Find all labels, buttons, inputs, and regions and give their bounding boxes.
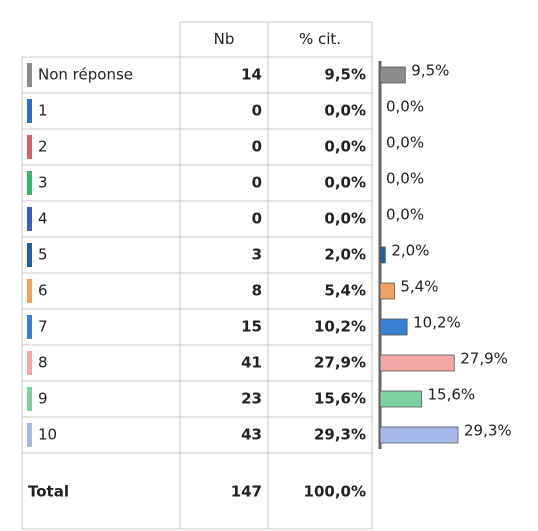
row-label: 1 (38, 102, 48, 120)
row-label: 9 (38, 390, 48, 408)
percent-cell: 27,9% (314, 354, 366, 372)
bar (379, 318, 408, 336)
row-label: Non réponse (38, 66, 133, 84)
table-cell (267, 452, 373, 530)
percent-cell: 2,0% (324, 246, 366, 264)
bar-label: 0,0% (386, 170, 424, 188)
bar-label: 0,0% (386, 134, 424, 152)
swatch (27, 63, 32, 87)
bar (379, 282, 395, 300)
row-label: 6 (38, 282, 48, 300)
count-cell: 15 (241, 318, 262, 336)
percent-cell: 9,5% (324, 66, 366, 84)
bar (379, 390, 422, 408)
bar-label: 2,0% (391, 242, 429, 260)
row-label: 2 (38, 138, 48, 156)
percent-cell: 0,0% (324, 210, 366, 228)
percent-cell: 0,0% (324, 174, 366, 192)
swatch (27, 171, 32, 195)
bar-label: 0,0% (386, 98, 424, 116)
swatch (27, 387, 32, 411)
swatch (27, 279, 32, 303)
swatch (27, 351, 32, 375)
swatch (27, 315, 32, 339)
count-cell: 0 (252, 210, 262, 228)
column-header: % cit. (299, 30, 341, 48)
percent-cell: 10,2% (314, 318, 366, 336)
percent-cell: 29,3% (314, 426, 366, 444)
bar-label: 0,0% (386, 206, 424, 224)
bar-label: 9,5% (411, 62, 449, 80)
percent-cell: 0,0% (324, 138, 366, 156)
bar-label: 29,3% (464, 422, 512, 440)
swatch (27, 243, 32, 267)
total-count: 147 (231, 483, 262, 501)
swatch (27, 207, 32, 231)
total-percent: 100,0% (304, 483, 366, 501)
row-label: 10 (38, 426, 57, 444)
percent-cell: 15,6% (314, 390, 366, 408)
bar-label: 5,4% (400, 278, 438, 296)
percent-cell: 5,4% (324, 282, 366, 300)
count-cell: 41 (241, 354, 262, 372)
bar-label: 10,2% (413, 314, 461, 332)
percent-cell: 0,0% (324, 102, 366, 120)
count-cell: 23 (241, 390, 262, 408)
count-cell: 0 (252, 102, 262, 120)
swatch (27, 135, 32, 159)
row-label: 3 (38, 174, 48, 192)
count-cell: 43 (241, 426, 262, 444)
bar (379, 426, 459, 444)
row-label: 4 (38, 210, 48, 228)
bar-label: 27,9% (460, 350, 508, 368)
count-cell: 0 (252, 174, 262, 192)
row-label: 5 (38, 246, 48, 264)
total-label: Total (28, 483, 69, 501)
swatch (27, 423, 32, 447)
count-cell: 0 (252, 138, 262, 156)
row-label: 8 (38, 354, 48, 372)
bar (379, 66, 406, 84)
row-label: 7 (38, 318, 48, 336)
column-header: Nb (214, 30, 235, 48)
count-cell: 3 (252, 246, 262, 264)
count-cell: 14 (241, 66, 262, 84)
bar (379, 354, 455, 372)
bar-label: 15,6% (428, 386, 476, 404)
count-cell: 8 (252, 282, 262, 300)
swatch (27, 99, 32, 123)
bar (379, 246, 386, 264)
